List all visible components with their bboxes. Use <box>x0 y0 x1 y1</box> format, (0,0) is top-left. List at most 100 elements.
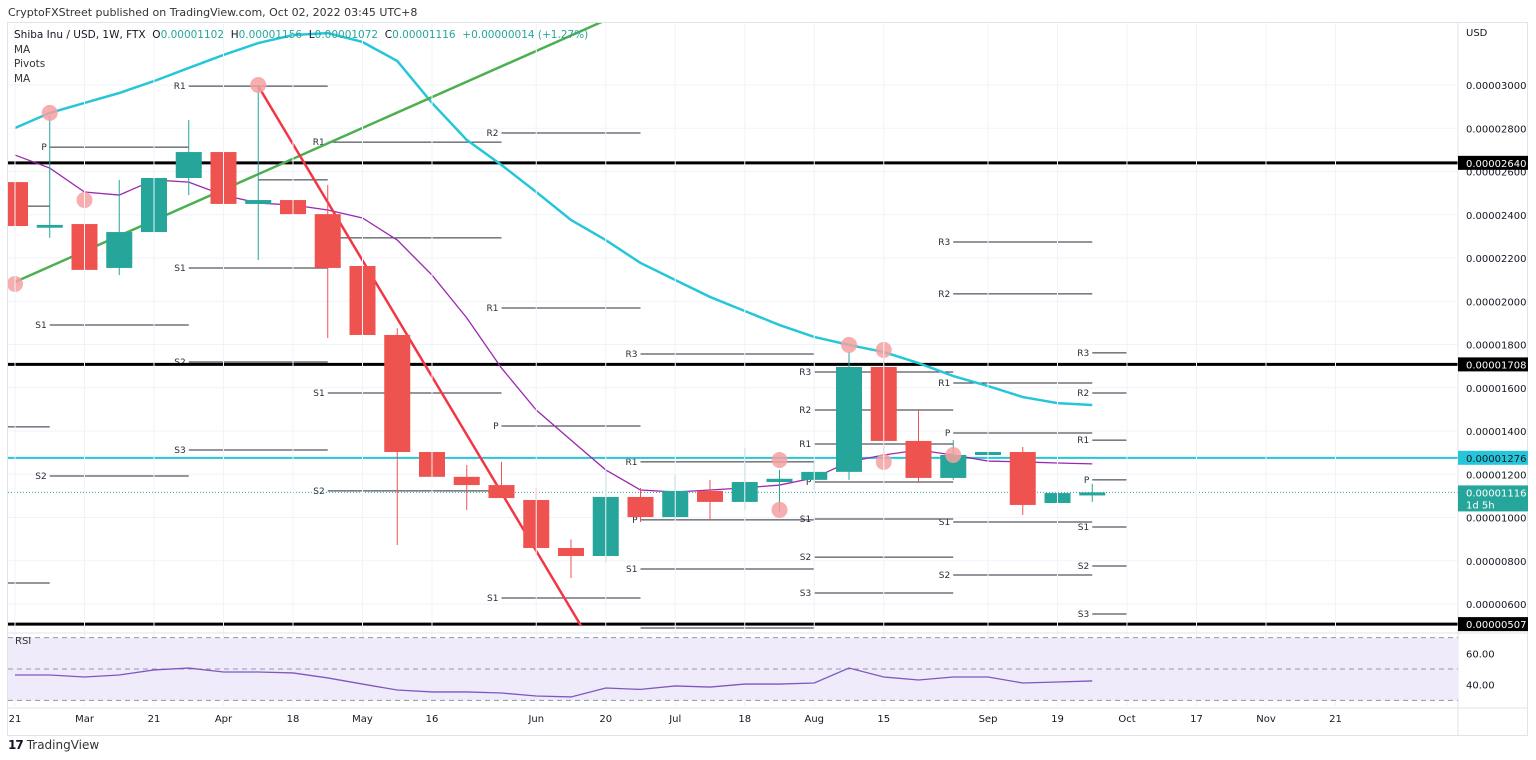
pivot-label: P <box>632 516 638 526</box>
time-axis-tick: Jun <box>527 714 544 725</box>
tradingview-logo[interactable]: 17 TradingView <box>8 738 99 752</box>
price-axis-tick: 0.00000800 <box>1466 557 1526 568</box>
price-axis-tick: 0.00001400 <box>1466 427 1526 438</box>
symbol-ohlc-row[interactable]: Shiba Inu / USD, 1W, FTX O0.00001102 H0.… <box>14 28 588 43</box>
level-price-tag-bg <box>1458 357 1528 372</box>
pivot-label: R1 <box>626 458 638 468</box>
candle[interactable] <box>314 184 341 339</box>
pivot-marker <box>841 336 857 353</box>
pivot-label: P <box>493 422 499 432</box>
candle[interactable] <box>836 352 862 480</box>
indicator-pivots[interactable]: Pivots <box>14 58 46 70</box>
time-axis-tick: Nov <box>1256 714 1276 725</box>
time-axis-tick: 21 <box>9 714 22 725</box>
candle[interactable] <box>453 464 480 510</box>
close-value: 0.00001116 <box>392 29 456 41</box>
pivot-label: S2 <box>1078 562 1089 572</box>
price-axis-tick: 0.00002200 <box>1466 254 1526 265</box>
pivot-label: P <box>1084 476 1090 486</box>
candle[interactable] <box>905 410 932 483</box>
time-axis-tick: Sep <box>979 714 998 725</box>
price-axis-tick: 0.00001600 <box>1466 384 1526 395</box>
candle-body <box>558 547 584 556</box>
branding-text: TradingView <box>26 738 100 752</box>
candle-body <box>697 490 723 502</box>
time-axis-tick: 21 <box>148 714 161 725</box>
candle-body <box>488 485 515 499</box>
candle[interactable] <box>558 539 584 579</box>
candle[interactable] <box>1009 447 1036 515</box>
pivot-marker <box>250 77 267 93</box>
candle-body <box>8 182 28 226</box>
pivot-label: S2 <box>35 472 46 482</box>
currency-label[interactable]: USD <box>1466 28 1488 39</box>
level-price-tag: 0.00001276 <box>1466 454 1526 465</box>
pivot-marker <box>771 501 788 518</box>
candle-body <box>940 455 967 478</box>
rsi-line[interactable] <box>15 667 1093 698</box>
candle[interactable] <box>488 461 515 499</box>
candle-body <box>453 476 480 486</box>
low-value: 0.00001072 <box>314 29 379 41</box>
rsi-label: RSI <box>15 636 31 647</box>
pivot-label: R2 <box>799 406 811 416</box>
time-axis-tick: 18 <box>738 714 751 725</box>
pivot-label: S1 <box>35 321 46 331</box>
candle-body <box>36 224 63 228</box>
time-axis-tick: 21 <box>1329 714 1342 725</box>
price-axis-tick: 0.00002400 <box>1466 211 1526 222</box>
candle[interactable] <box>245 85 272 260</box>
pivot-label: S3 <box>1078 610 1089 620</box>
pivot-label: R2 <box>1077 389 1089 399</box>
pivot-label: S1 <box>313 389 324 399</box>
rsi-axis-tick: 40.00 <box>1466 681 1495 692</box>
open-label: O <box>152 29 161 41</box>
level-price-tag-bg <box>1458 450 1528 465</box>
high-value: 0.00001156 <box>238 29 303 41</box>
ma-slow-line <box>14 31 1093 407</box>
candle-body <box>905 440 932 478</box>
pivot-marker <box>771 451 788 468</box>
pivot-marker <box>41 104 58 121</box>
pivot-label: R1 <box>938 379 950 389</box>
pivot-marker <box>945 447 962 464</box>
level-price-tag: 0.00000507 <box>1466 620 1526 631</box>
tradingview-logo-icon: 17 <box>8 738 24 752</box>
candle[interactable] <box>697 479 723 520</box>
pivot-label: S2 <box>800 553 811 563</box>
time-axis-tick: 19 <box>1051 714 1064 725</box>
level-price-tag-bg <box>1458 155 1528 170</box>
time-axis-tick: Mar <box>75 714 95 725</box>
candle[interactable] <box>1079 483 1106 502</box>
time-axis-tick: 20 <box>599 714 612 725</box>
pivot-label: R3 <box>938 238 950 248</box>
time-axis-tick: Jul <box>668 714 681 725</box>
pivot-label: R3 <box>626 350 638 360</box>
candle[interactable] <box>36 115 63 238</box>
indicator-ma-2[interactable]: MA <box>14 72 31 85</box>
pivot-label: S1 <box>626 565 637 575</box>
pivot-label: P <box>806 478 812 488</box>
price-axis-tick: 0.00000600 <box>1466 600 1526 611</box>
pivot-label: S2 <box>313 487 324 497</box>
level-price-tag: 0.00002640 <box>1466 159 1526 170</box>
open-value: 0.00001102 <box>160 29 225 41</box>
indicator-ma-1[interactable]: MA <box>14 43 31 56</box>
candle[interactable] <box>627 487 654 523</box>
pivot-label: S1 <box>174 264 185 274</box>
current-price-tag: 0.00001116 <box>1466 488 1526 499</box>
current-price-tag-countdown: 1d 5h <box>1466 500 1495 511</box>
high-label: H <box>230 29 239 41</box>
price-axis-tick: 0.00002600 <box>1466 168 1526 179</box>
chart-frame <box>7 22 1528 736</box>
time-axis-tick: May <box>352 714 373 725</box>
chart-legend: Shiba Inu / USD, 1W, FTX O0.00001102 H0.… <box>14 28 588 86</box>
candle[interactable] <box>175 120 202 196</box>
price-axis-tick: 0.00002000 <box>1466 297 1526 308</box>
price-axis-tick: 0.00001800 <box>1466 341 1526 352</box>
candle[interactable] <box>384 328 411 545</box>
price-axis-tick: 0.00001200 <box>1466 470 1526 481</box>
candle[interactable] <box>106 179 133 276</box>
pivot-label: S1 <box>1078 523 1089 533</box>
